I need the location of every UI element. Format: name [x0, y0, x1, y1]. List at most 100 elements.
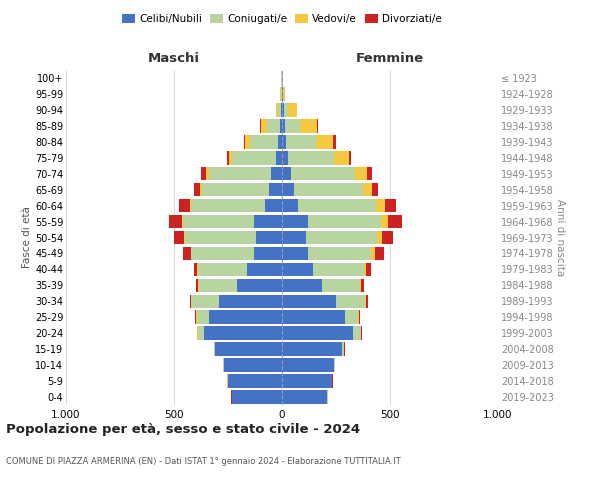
Bar: [282, 87, 283, 101]
Y-axis label: Anni di nascita: Anni di nascita: [555, 199, 565, 276]
Bar: [382, 215, 388, 228]
Bar: [194, 310, 196, 324]
Bar: [298, 199, 376, 212]
Bar: [334, 135, 335, 148]
Bar: [197, 310, 209, 324]
Bar: [283, 87, 284, 101]
Bar: [209, 310, 282, 324]
Bar: [282, 103, 284, 117]
Bar: [191, 199, 265, 212]
Bar: [282, 326, 353, 340]
Text: Popolazione per età, sesso e stato civile - 2024: Popolazione per età, sesso e stato civil…: [6, 422, 360, 436]
Bar: [198, 326, 204, 340]
Bar: [191, 246, 254, 260]
Bar: [282, 167, 290, 180]
Bar: [284, 119, 300, 132]
Bar: [364, 262, 366, 276]
Bar: [371, 246, 375, 260]
Bar: [282, 230, 306, 244]
Bar: [185, 230, 256, 244]
Bar: [282, 183, 294, 196]
Bar: [282, 215, 308, 228]
Bar: [262, 119, 267, 132]
Bar: [343, 342, 344, 356]
Y-axis label: Fasce di età: Fasce di età: [22, 206, 32, 268]
Bar: [355, 167, 367, 180]
Bar: [232, 390, 282, 404]
Bar: [366, 294, 368, 308]
Bar: [214, 342, 215, 356]
Bar: [360, 278, 361, 292]
Bar: [198, 262, 247, 276]
Bar: [375, 246, 383, 260]
Bar: [371, 183, 378, 196]
Bar: [363, 183, 371, 196]
Bar: [353, 326, 361, 340]
Bar: [250, 135, 278, 148]
Bar: [215, 342, 282, 356]
Bar: [204, 326, 282, 340]
Bar: [202, 183, 269, 196]
Bar: [282, 119, 284, 132]
Bar: [282, 310, 344, 324]
Bar: [206, 167, 209, 180]
Bar: [244, 135, 245, 148]
Bar: [200, 183, 202, 196]
Bar: [191, 294, 220, 308]
Bar: [281, 103, 282, 117]
Bar: [300, 119, 317, 132]
Bar: [254, 215, 282, 228]
Bar: [282, 199, 298, 212]
Legend: Celibi/Nubili, Coniugati/e, Vedovi/e, Divorziati/e: Celibi/Nubili, Coniugati/e, Vedovi/e, Di…: [118, 10, 446, 29]
Bar: [199, 278, 236, 292]
Bar: [194, 262, 197, 276]
Bar: [282, 374, 332, 388]
Bar: [232, 151, 275, 164]
Bar: [275, 151, 282, 164]
Bar: [376, 199, 385, 212]
Bar: [209, 167, 271, 180]
Bar: [196, 310, 197, 324]
Bar: [280, 119, 282, 132]
Text: COMUNE DI PIAZZA ARMERINA (EN) - Dati ISTAT 1° gennaio 2024 - Elaborazione TUTTI: COMUNE DI PIAZZA ARMERINA (EN) - Dati IS…: [6, 458, 401, 466]
Bar: [308, 215, 382, 228]
Bar: [282, 358, 334, 372]
Bar: [182, 215, 254, 228]
Bar: [365, 294, 366, 308]
Bar: [190, 199, 191, 212]
Bar: [224, 358, 282, 372]
Bar: [366, 262, 371, 276]
Text: Maschi: Maschi: [148, 52, 200, 65]
Bar: [245, 135, 250, 148]
Bar: [271, 167, 282, 180]
Bar: [260, 119, 262, 132]
Bar: [313, 262, 364, 276]
Bar: [282, 246, 308, 260]
Bar: [317, 119, 318, 132]
Bar: [278, 103, 281, 117]
Bar: [201, 167, 206, 180]
Bar: [179, 199, 190, 212]
Bar: [322, 278, 360, 292]
Bar: [278, 135, 282, 148]
Bar: [256, 230, 282, 244]
Bar: [282, 151, 289, 164]
Bar: [282, 278, 322, 292]
Bar: [289, 151, 334, 164]
Bar: [334, 151, 349, 164]
Bar: [377, 230, 382, 244]
Bar: [267, 119, 280, 132]
Bar: [183, 246, 191, 260]
Bar: [169, 215, 182, 228]
Bar: [282, 342, 343, 356]
Bar: [334, 358, 335, 372]
Bar: [367, 167, 371, 180]
Bar: [316, 135, 334, 148]
Bar: [308, 246, 371, 260]
Bar: [227, 151, 229, 164]
Bar: [254, 246, 282, 260]
Bar: [290, 167, 355, 180]
Bar: [247, 262, 282, 276]
Bar: [223, 358, 224, 372]
Bar: [282, 294, 336, 308]
